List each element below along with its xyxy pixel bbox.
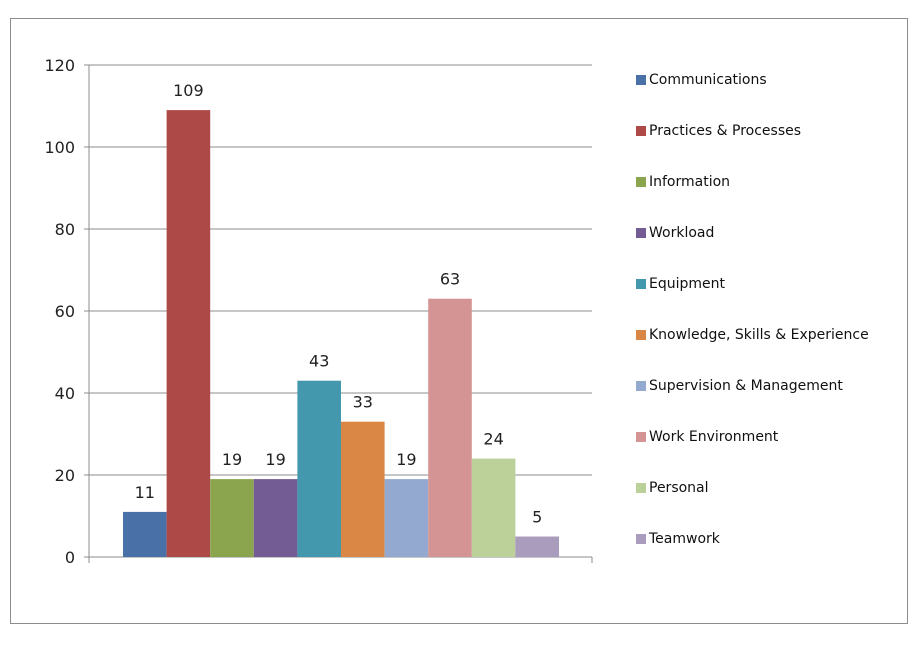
bar (297, 380, 341, 557)
legend-label: Personal (649, 480, 709, 496)
y-tick-label: 80 (55, 220, 75, 239)
legend-swatch (636, 534, 646, 544)
legend-swatch (636, 432, 646, 442)
bar (210, 479, 254, 557)
legend-label: Practices & Processes (649, 123, 802, 139)
legend-label: Equipment (649, 276, 725, 292)
y-tick-label: 60 (55, 302, 75, 321)
bar (471, 458, 516, 557)
y-tick-label: 120 (44, 56, 75, 75)
data-label: 19 (265, 450, 285, 469)
legend-swatch (636, 330, 646, 340)
legend-swatch (636, 177, 646, 187)
legend-label: Communications (649, 72, 767, 88)
legend-item: Communications (636, 72, 767, 88)
legend-swatch (636, 75, 646, 85)
legend-label: Information (649, 174, 731, 190)
data-label: 19 (222, 450, 242, 469)
legend-item: Teamwork (636, 531, 720, 547)
legend-item: Work Environment (636, 429, 778, 445)
legend-item: Information (636, 174, 730, 190)
legend-swatch (636, 483, 646, 493)
legend-label: Supervision & Management (649, 378, 843, 394)
legend-label: Knowledge, Skills & Experience (649, 327, 869, 343)
y-tick-label: 0 (65, 548, 75, 567)
legend-item: Practices & Processes (636, 123, 801, 139)
bar (428, 298, 472, 557)
legend-label: Work Environment (649, 429, 779, 445)
y-tick-label: 40 (55, 384, 75, 403)
legend-swatch (636, 279, 646, 289)
legend-item: Personal (636, 480, 709, 496)
data-label: 19 (396, 450, 416, 469)
legend-item: Workload (636, 225, 714, 241)
bar (341, 421, 385, 557)
legend-swatch (636, 126, 646, 136)
data-label: 63 (440, 270, 460, 289)
legend-label: Teamwork (649, 531, 720, 547)
data-labels: 11 109 19 19 43 33 19 63 24 5 (135, 81, 543, 526)
bar (384, 479, 429, 557)
legend-item: Knowledge, Skills & Experience (636, 327, 869, 343)
bar (123, 511, 167, 557)
legend-swatch (636, 228, 646, 238)
bar (515, 536, 559, 557)
legend-item: Equipment (636, 276, 725, 292)
legend-swatch (636, 381, 646, 391)
bar (166, 110, 211, 557)
data-label: 43 (309, 352, 329, 371)
data-label: 24 (483, 430, 503, 449)
legend-item: Supervision & Management (636, 378, 843, 394)
legend-label: Workload (649, 225, 715, 241)
data-label: 33 (353, 393, 373, 412)
data-label: 11 (135, 483, 155, 502)
y-tick-label: 20 (55, 466, 75, 485)
y-tick-label: 100 (44, 138, 75, 157)
bar (253, 479, 298, 557)
data-label: 109 (173, 81, 204, 100)
data-label: 5 (532, 508, 542, 527)
bars (123, 110, 559, 557)
